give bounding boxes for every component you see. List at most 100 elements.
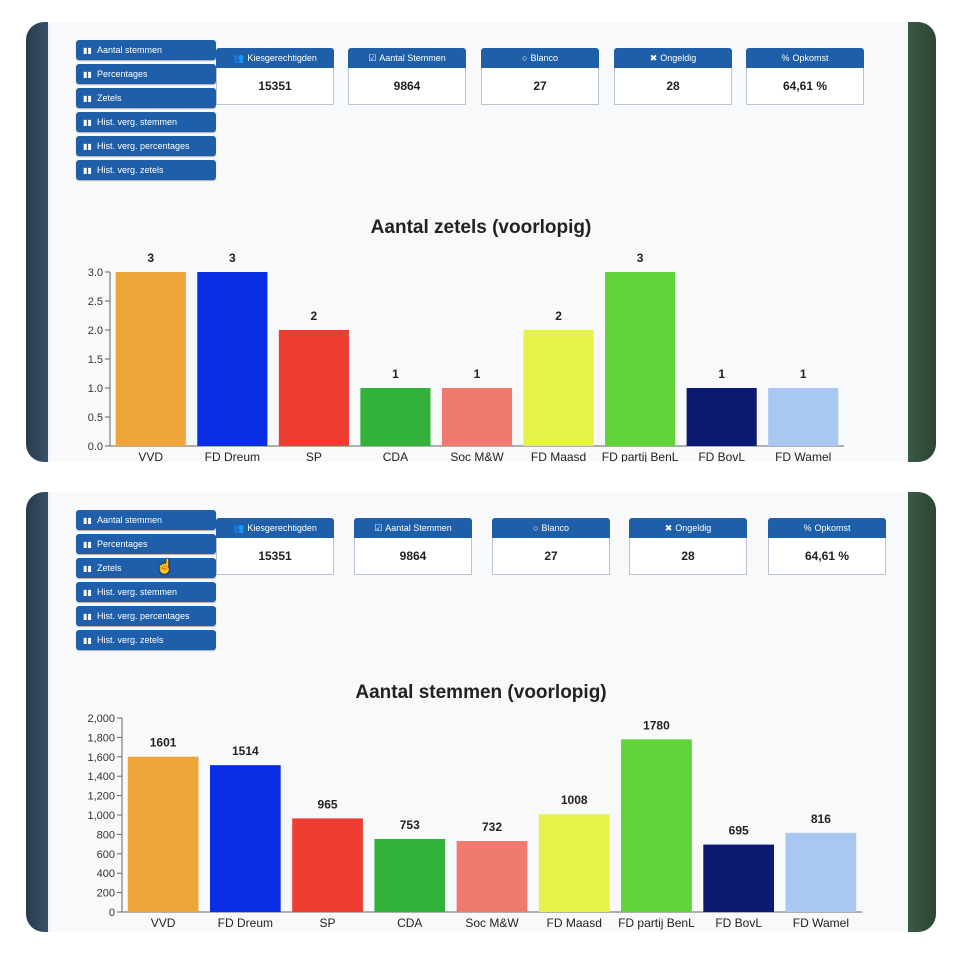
x-category-label: FD Dreum — [205, 450, 260, 462]
x-category-label: CDA — [397, 916, 422, 930]
x-category-label: FD partij BenL — [618, 916, 695, 930]
bar-value-label: 1514 — [232, 744, 259, 758]
stat-label: Opkomst — [814, 523, 851, 533]
y-tick-label: 3.0 — [88, 267, 103, 279]
menu-item-label: Aantal stemmen — [97, 45, 163, 55]
checkbox-icon: ☑ — [368, 53, 377, 63]
x-category-label: VVD — [138, 450, 163, 462]
stat-value: 9864 — [348, 68, 466, 105]
bar-chart-icon: ▮▮ — [83, 516, 92, 525]
stat-aantal-stemmen: ☑ Aantal Stemmen 9864 — [354, 518, 472, 578]
bar — [127, 756, 199, 912]
bar-value-label: 1 — [800, 367, 807, 381]
menu-item-label: Hist. verg. zetels — [97, 165, 164, 175]
stat-label: Blanco — [541, 523, 569, 533]
bar — [292, 818, 363, 912]
bar-value-label: 965 — [318, 797, 338, 811]
menu-item-hist-stemmen[interactable]: ▮▮ Hist. verg. stemmen — [76, 112, 216, 132]
circle-icon: ○ — [533, 523, 539, 533]
bar-value-label: 1 — [718, 367, 725, 381]
x-category-label: FD Wamel — [775, 450, 831, 462]
stat-label: Aantal Stemmen — [379, 53, 446, 63]
bar-value-label: 1 — [392, 367, 399, 381]
x-category-label: FD partij BenL — [602, 450, 679, 462]
menu-item-zetels[interactable]: ▮▮ Zetels — [76, 558, 216, 578]
x-category-label: FD Wamel — [793, 916, 849, 930]
y-tick-label: 800 — [97, 829, 115, 841]
stat-value: 28 — [614, 68, 732, 105]
stat-value: 15351 — [216, 538, 334, 575]
users-icon: 👥 — [233, 523, 245, 533]
bar-chart-icon: ▮▮ — [83, 636, 92, 645]
menu-item-label: Aantal stemmen — [97, 515, 163, 525]
y-tick-label: 1,400 — [87, 771, 115, 783]
bar — [360, 388, 431, 446]
x-category-label: SP — [320, 916, 336, 930]
bar — [209, 765, 281, 912]
stat-value: 9864 — [354, 538, 472, 575]
menu-item-hist-stemmen[interactable]: ▮▮ Hist. verg. stemmen — [76, 582, 216, 602]
menu-item-zetels[interactable]: ▮▮ Zetels — [76, 88, 216, 108]
pointer-cursor-icon: ☝ — [156, 558, 174, 574]
circle-icon: ○ — [522, 53, 528, 63]
x-category-label: Soc M&W — [465, 916, 519, 930]
menu-item-label: Hist. verg. stemmen — [97, 117, 178, 127]
x-category-label: FD Dreum — [218, 916, 273, 930]
screenshot-panel-seats: ▮▮ Aantal stemmen ▮▮ Percentages ▮▮ Zetels … — [26, 22, 936, 462]
menu-item-label: Hist. verg. percentages — [97, 611, 190, 621]
stat-ongeldig: ✖ Ongeldig 28 — [614, 48, 732, 108]
bar-chart-icon: ▮▮ — [83, 46, 92, 55]
bar-value-label: 1601 — [150, 736, 177, 750]
stat-opkomst: % Opkomst 64,61 % — [746, 48, 864, 108]
y-tick-label: 1,200 — [87, 791, 115, 803]
menu-item-aantal-stemmen[interactable]: ▮▮ Aantal stemmen — [76, 510, 216, 530]
stat-label: Blanco — [530, 53, 558, 63]
bar-value-label: 2 — [555, 309, 562, 323]
y-tick-label: 2.5 — [88, 296, 103, 308]
stat-kiesgerechtigden: 👥 Kiesgerechtigden 15351 — [216, 48, 334, 108]
percent-icon: % — [803, 523, 812, 533]
chart-title: Aantal stemmen (voorlopig) — [355, 682, 607, 703]
bar-chart-icon: ▮▮ — [83, 118, 92, 127]
bar-chart-icon: ▮▮ — [83, 70, 92, 79]
menu-item-label: Percentages — [97, 539, 148, 549]
menu-item-percentages[interactable]: ▮▮ Percentages — [76, 64, 216, 84]
stat-kiesgerechtigden: 👥 Kiesgerechtigden 15351 — [216, 518, 334, 578]
x-category-label: CDA — [383, 450, 408, 462]
menu-item-label: Hist. verg. zetels — [97, 635, 164, 645]
y-tick-label: 2,000 — [87, 713, 115, 725]
menu-item-hist-zetels[interactable]: ▮▮ Hist. verg. zetels — [76, 630, 216, 650]
y-tick-label: 1,600 — [87, 752, 115, 764]
side-menu: ▮▮ Aantal stemmen ▮▮ Percentages ▮▮ Zetels … — [76, 40, 216, 184]
y-tick-label: 0.5 — [88, 412, 103, 424]
bar — [441, 388, 513, 446]
stat-value: 64,61 % — [768, 538, 886, 575]
side-menu: ▮▮ Aantal stemmen ▮▮ Percentages ▮▮ Zetels … — [76, 510, 216, 654]
bar-value-label: 1 — [474, 367, 481, 381]
y-tick-label: 600 — [97, 849, 115, 861]
menu-item-hist-zetels[interactable]: ▮▮ Hist. verg. zetels — [76, 160, 216, 180]
stat-aantal-stemmen: ☑ Aantal Stemmen 9864 — [348, 48, 466, 108]
y-tick-label: 1.5 — [88, 354, 103, 366]
x-category-label: FD BovL — [698, 450, 745, 462]
bar — [456, 840, 528, 912]
votes-bar-chart: 0 200 400 600 800 1,000 1,200 1,400 1,600 1,800 2,… — [87, 713, 862, 930]
stat-label: Kiesgerechtigden — [247, 523, 317, 533]
bar — [621, 739, 692, 912]
menu-item-hist-percentages[interactable]: ▮▮ Hist. verg. percentages — [76, 136, 216, 156]
menu-item-percentages[interactable]: ▮▮ Percentages — [76, 534, 216, 554]
stat-value: 64,61 % — [746, 68, 864, 105]
bar-value-label: 3 — [637, 251, 644, 265]
stat-value: 27 — [492, 538, 610, 575]
stat-blanco: ○ Blanco 27 — [481, 48, 599, 108]
stat-label: Kiesgerechtigden — [247, 53, 317, 63]
menu-item-label: Zetels — [97, 93, 122, 103]
bar-value-label: 732 — [482, 820, 502, 834]
bar — [686, 388, 757, 446]
menu-item-hist-percentages[interactable]: ▮▮ Hist. verg. percentages — [76, 606, 216, 626]
menu-item-aantal-stemmen[interactable]: ▮▮ Aantal stemmen — [76, 40, 216, 60]
bar-value-label: 3 — [229, 251, 236, 265]
x-category-label: VVD — [151, 916, 176, 930]
bar-value-label: 695 — [729, 824, 749, 838]
bar — [785, 832, 857, 912]
